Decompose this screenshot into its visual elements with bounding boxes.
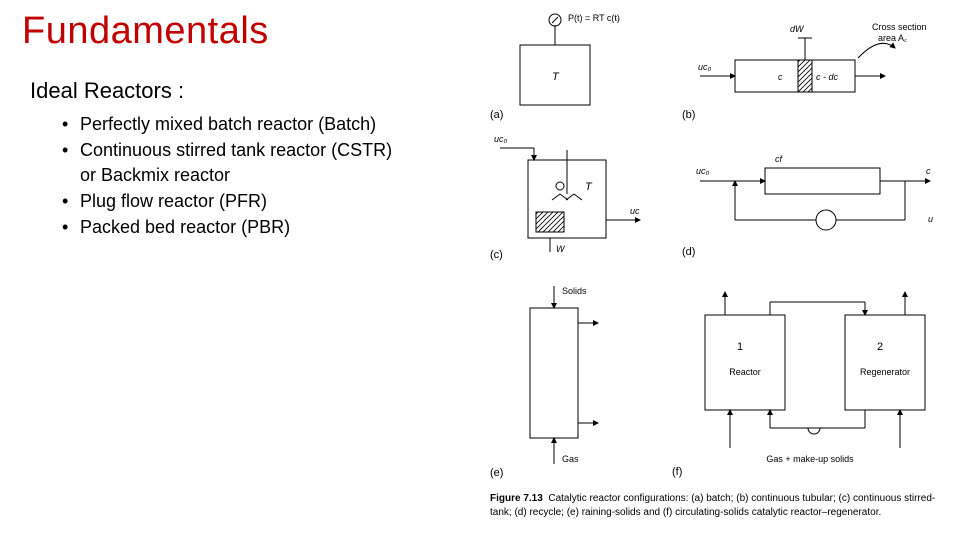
panel-e-label: (e) xyxy=(490,467,503,479)
bullet-item: Plug flow reactor (PFR) xyxy=(62,189,392,213)
figure-panel-f: 1 Reactor 2 Regenerator Gas + make-up so… xyxy=(670,270,955,480)
panel-f-label: (f) xyxy=(672,466,682,478)
panel-a-T: T xyxy=(552,71,560,83)
panel-b-in: uc₀ xyxy=(698,62,712,72)
figure-panel-b: uc₀ c c - dc dW Cross section area A꜀ (b… xyxy=(680,10,950,120)
panel-a-label: (a) xyxy=(490,109,503,121)
panel-e-top: Solids xyxy=(562,286,587,296)
panel-b-dc: c - dc xyxy=(816,72,839,82)
bullet-item: Continuous stirred tank reactor (CSTR)or… xyxy=(62,138,392,187)
panel-b-cross: Cross section xyxy=(872,22,927,32)
bullet-item: Perfectly mixed batch reactor (Batch) xyxy=(62,112,392,136)
bullet-item: Packed bed reactor (PBR) xyxy=(62,215,392,239)
panel-f-2t: Regenerator xyxy=(860,367,910,377)
figure-caption-text: Catalytic reactor configurations: (a) ba… xyxy=(490,493,935,518)
panel-d-u: u xyxy=(928,214,933,224)
panel-c-T: T xyxy=(585,181,593,193)
panel-c-W: W xyxy=(556,244,566,254)
panel-a-gauge: P(t) = RT c(t) xyxy=(568,13,620,23)
figure-panel-c: uc₀ uc T W (c) xyxy=(490,130,660,260)
slide-title: Fundamentals xyxy=(22,10,269,53)
figure-panel-d: uc₀ cf c u (d) xyxy=(680,140,950,260)
panel-d-label: (d) xyxy=(682,246,695,258)
figure-panel-e: Solids Gas (e) xyxy=(490,278,660,478)
panel-d-cf: cf xyxy=(775,154,784,164)
panel-f-1n: 1 xyxy=(737,341,743,353)
panel-c-out: uc xyxy=(630,206,640,216)
panel-d-c: c xyxy=(926,166,931,176)
panel-c-in: uc₀ xyxy=(494,134,508,144)
panel-f-bottom: Gas + make-up solids xyxy=(766,454,854,464)
slide-subtitle: Ideal Reactors : xyxy=(30,78,184,104)
panel-f-2n: 2 xyxy=(877,341,883,353)
figure-panel-a: T P(t) = RT c(t) (a) xyxy=(490,10,660,120)
slide: Fundamentals Ideal Reactors : Perfectly … xyxy=(0,0,960,540)
panel-f-1t: Reactor xyxy=(729,367,761,377)
panel-b-label: (b) xyxy=(682,109,695,121)
panel-c-label: (c) xyxy=(490,249,503,261)
figure-caption: Figure 7.13 Catalytic reactor configurat… xyxy=(490,492,945,519)
panel-b-dw: dW xyxy=(790,24,805,34)
panel-d-in: uc₀ xyxy=(696,166,710,176)
bullet-list: Perfectly mixed batch reactor (Batch) Co… xyxy=(62,112,392,241)
panel-e-bottom: Gas xyxy=(562,454,579,464)
panel-b-c: c xyxy=(778,72,783,82)
panel-b-area: area A꜀ xyxy=(878,33,907,43)
